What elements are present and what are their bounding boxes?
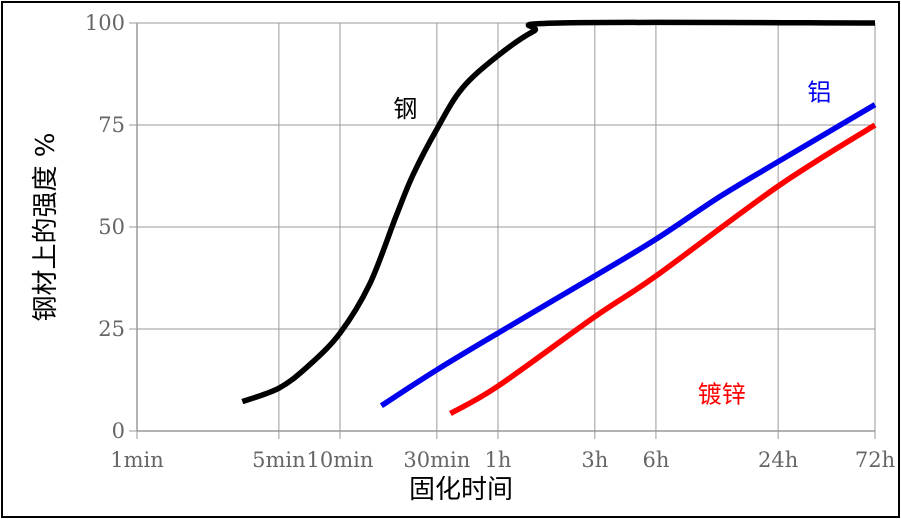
y-tick-label: 75: [98, 113, 125, 137]
x-tick-label: 10min: [307, 448, 374, 472]
y-tick-label: 0: [112, 419, 125, 443]
x-tick-label: 5min: [252, 448, 306, 472]
x-tick-label: 24h: [758, 448, 798, 472]
x-axis-title: 固化时间: [409, 475, 513, 505]
galvanized-label: 镀锌: [698, 380, 746, 408]
steel-line: [241, 19, 876, 405]
x-tick-labels: 1min 5min 10min 30min 1h 3h 6h 24h 72h: [110, 448, 895, 472]
series-lines: [241, 19, 877, 416]
x-tick-label: 1h: [485, 448, 512, 472]
aluminum-label: 铝: [807, 79, 831, 107]
aluminum-line: [379, 102, 877, 409]
y-tick-labels: 0 25 50 75 100: [85, 11, 125, 443]
series-labels: 钢 铝镀锌: [393, 79, 831, 409]
strength-vs-cure-time-chart: 1min 5min 10min 30min 1h 3h 6h 24h 72h 0 25 50 75 10…: [31, 11, 895, 505]
axes: [129, 22, 876, 439]
y-tick-label: 50: [98, 215, 125, 239]
steel-label: 钢: [393, 95, 417, 123]
galvanized-line: [449, 122, 877, 416]
x-tick-label: 30min: [403, 448, 470, 472]
y-tick-label: 100: [85, 11, 125, 35]
x-tick-label: 72h: [855, 448, 895, 472]
y-tick-label: 25: [98, 317, 125, 341]
x-tick-label: 1min: [110, 448, 164, 472]
x-tick-label: 6h: [642, 448, 669, 472]
y-axis-title: 钢材上的强度 %: [31, 133, 61, 322]
x-tick-label: 3h: [581, 448, 608, 472]
grid: [136, 22, 876, 432]
